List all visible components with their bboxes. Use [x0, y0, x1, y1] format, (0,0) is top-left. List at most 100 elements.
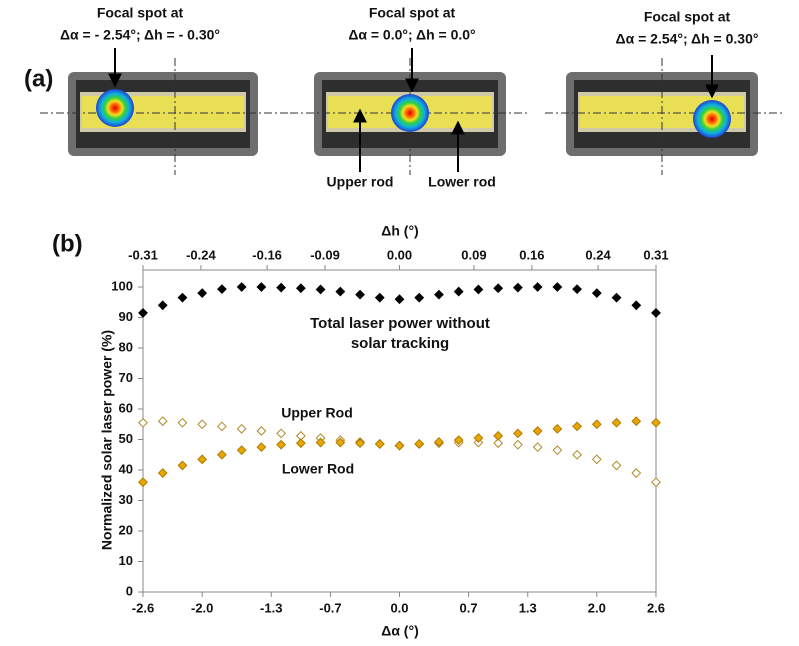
data-point	[572, 449, 582, 460]
caption: Δα = 0.0°; Δh = 0.0°	[348, 27, 475, 43]
data-point	[177, 292, 188, 303]
data-point	[157, 468, 168, 478]
data-point	[374, 439, 385, 449]
data-point	[335, 286, 346, 297]
data-point	[217, 449, 227, 460]
x-tick-label: 2.0	[588, 600, 606, 615]
data-point	[295, 438, 306, 449]
data-point	[651, 308, 661, 318]
data-point	[335, 437, 346, 448]
data-point	[532, 426, 543, 436]
data-point	[138, 417, 148, 428]
y-tick-label: 60	[119, 400, 133, 415]
rod-image	[290, 48, 530, 175]
data-point	[631, 300, 642, 311]
x-tick-label: 1.3	[519, 600, 537, 615]
x-tick-label: -0.7	[319, 600, 341, 615]
data-point	[177, 417, 188, 428]
data-point	[315, 437, 326, 448]
x-axis-title: Δα (°)	[381, 623, 418, 639]
y-tick-label: 0	[126, 583, 133, 598]
x-tick-label: -2.6	[132, 600, 154, 615]
y-tick-label: 90	[119, 309, 133, 324]
series-annotation: Total laser power without solar tracking	[310, 315, 490, 352]
data-point	[572, 284, 582, 295]
data-point	[611, 292, 622, 303]
x2-tick-label: 0.16	[519, 247, 544, 262]
data-point	[236, 445, 247, 456]
y-tick-label: 70	[119, 370, 133, 385]
rod-label: Upper rod	[327, 174, 394, 190]
x2-tick-label: 0.00	[387, 247, 412, 262]
data-point	[315, 284, 326, 295]
data-point	[355, 289, 365, 300]
data-point	[217, 284, 227, 295]
data-point	[276, 282, 287, 293]
x2-axis-title: Δh (°)	[381, 223, 418, 239]
data-point	[236, 423, 247, 434]
data-point	[591, 454, 602, 465]
data-point	[236, 282, 247, 292]
data-point	[651, 477, 661, 488]
data-point	[493, 438, 504, 449]
x2-tick-label: 0.09	[461, 247, 486, 262]
x-tick-label: 2.6	[647, 600, 665, 615]
x-tick-label: 0.7	[460, 600, 478, 615]
caption: Δα = 2.54°; Δh = 0.30°	[616, 31, 759, 47]
y-axis-title: Normalized solar laser power (%)	[99, 330, 115, 550]
data-point	[631, 468, 642, 478]
data-point	[512, 282, 523, 293]
x2-tick-label: -0.16	[252, 247, 282, 262]
caption: Focal spot at	[97, 5, 184, 21]
data-point	[374, 292, 385, 303]
rod-label: Lower rod	[428, 174, 496, 190]
data-point	[493, 283, 504, 294]
x-tick-label: -2.0	[191, 600, 213, 615]
x2-tick-label: 0.24	[585, 247, 611, 262]
data-point	[591, 288, 602, 299]
caption: Δα = - 2.54°; Δh = - 0.30°	[60, 27, 220, 43]
x2-tick-label: 0.31	[643, 247, 668, 262]
panel-label: (b)	[52, 230, 83, 257]
panel-label: (a)	[24, 65, 53, 92]
x2-tick-label: -0.09	[310, 247, 340, 262]
data-point	[197, 454, 208, 465]
data-point	[453, 435, 464, 446]
data-point	[453, 286, 464, 297]
data-point	[512, 439, 523, 450]
caption: Focal spot at	[369, 5, 456, 21]
data-point	[414, 438, 425, 449]
data-point	[256, 426, 267, 436]
data-point	[611, 417, 622, 428]
data-point	[295, 283, 306, 294]
data-point	[394, 294, 405, 305]
y-tick-label: 40	[119, 461, 133, 476]
series-annotation: Lower Rod	[282, 461, 354, 477]
data-point	[512, 428, 523, 439]
data-point	[552, 445, 563, 456]
data-point	[256, 282, 267, 292]
rod-image	[545, 55, 785, 175]
data-point	[197, 419, 208, 430]
x-tick-label: -1.3	[260, 600, 282, 615]
x2-tick-label: -0.31	[128, 247, 158, 262]
data-point	[552, 423, 563, 434]
data-point	[473, 284, 484, 295]
data-point	[394, 440, 405, 451]
data-point	[532, 442, 543, 453]
data-point	[197, 288, 208, 299]
data-point	[552, 282, 563, 292]
y-tick-label: 30	[119, 492, 133, 507]
y-tick-label: 80	[119, 339, 133, 354]
data-point	[591, 419, 602, 430]
data-point	[532, 282, 543, 292]
caption: Focal spot at	[644, 9, 731, 25]
data-point	[434, 289, 444, 300]
y-tick-label: 20	[119, 522, 133, 537]
y-tick-label: 50	[119, 431, 133, 446]
data-point	[493, 430, 504, 441]
data-point	[572, 421, 582, 432]
data-point	[138, 308, 148, 318]
